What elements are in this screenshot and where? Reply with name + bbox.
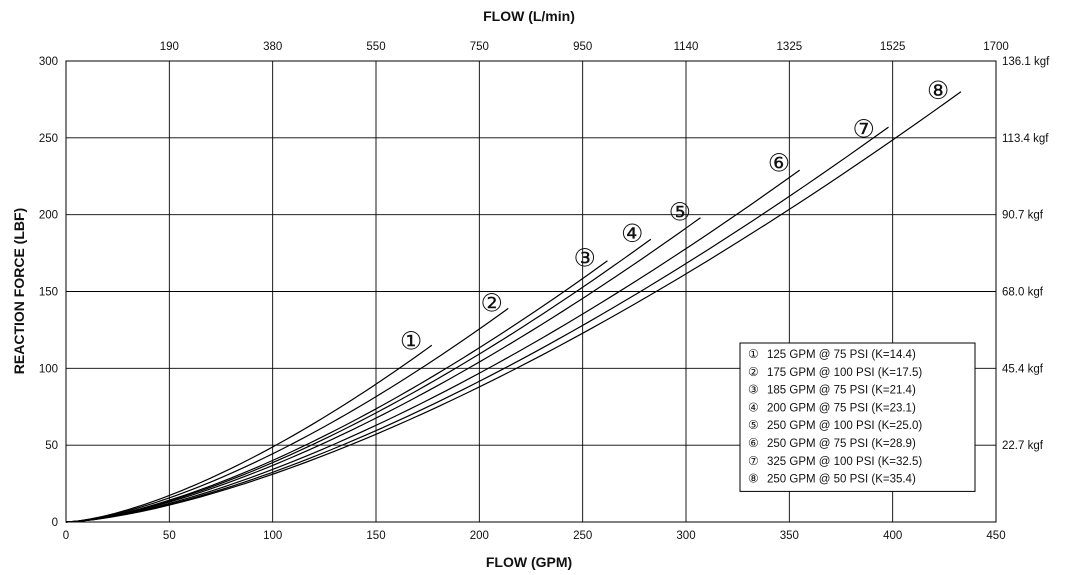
series-line-4 [65,238,652,523]
x-tick-label: 350 [780,530,799,542]
legend: ① 125 GPM @ 75 PSI (K=14.4) ② 175 GPM @ 100… [739,342,976,492]
right-tick-label: 45.4 kgf [1002,363,1044,375]
top-tick-label: 1325 [777,41,803,53]
legend-entry-1: 125 GPM @ 75 PSI (K=14.4) [767,349,916,361]
legend-entry-3: 185 GPM @ 75 PSI (K=21.4) [767,385,916,397]
x-tick-label: 400 [883,530,902,542]
series-line-8 [65,91,962,523]
top-axis-title: FLOW (L/min) [483,8,575,24]
y-tick-label: 100 [39,363,58,375]
series-line-1 [65,344,433,523]
legend-marker-1: ① [748,347,759,361]
series-line-5 [65,217,701,523]
y-tick-label: 250 [39,133,58,145]
right-tick-label: 136.1 kgf [1002,56,1050,68]
series-line-7 [65,126,889,523]
series-marker-7: ⑦ [853,115,875,144]
legend-entry-7: 325 GPM @ 100 PSI (K=32.5) [767,456,922,468]
y-tick-label: 200 [39,210,58,222]
x-tick-label: 0 [63,530,69,542]
top-tick-label: 380 [263,41,282,53]
x-tick-label: 150 [366,530,385,542]
series-marker-3: ③ [574,244,596,273]
legend-entry-4: 200 GPM @ 75 PSI (K=23.1) [767,402,916,414]
top-tick-label: 1140 [674,41,699,53]
y-tick-label: 0 [52,517,58,529]
series-markers: ① ② ③④⑤ ⑥ ⑦ ⑧ [400,76,949,355]
x-axis-title: FLOW (GPM) [486,554,572,570]
series-marker-2: ② [481,288,503,317]
legend-marker-4: ④ [748,400,759,414]
series-line-2 [65,307,509,523]
legend-marker-6: ⑥ [748,436,759,450]
legend-marker-2: ② [748,365,759,379]
tick-labels: 0 50 100 150 200 250 300 350 400 450 0 50 100 150 200 2… [39,41,1050,542]
y-axis-title: REACTION FORCE (LBF) [11,208,27,374]
x-tick-label: 50 [163,530,176,542]
series-line-6 [65,169,801,523]
legend-entry-8: 250 GPM @ 50 PSI (K=35.4) [767,474,916,486]
legend-marker-5: ⑤ [748,418,759,432]
right-tick-label: 22.7 kgf [1002,440,1044,452]
top-tick-label: 190 [160,41,179,53]
series-marker-1: ① [400,327,422,356]
legend-entry-6: 250 GPM @ 75 PSI (K=28.9) [767,438,916,450]
series-lines [65,91,962,523]
x-tick-label: 100 [263,530,282,542]
top-tick-label: 750 [470,41,489,53]
y-tick-label: 150 [39,287,58,299]
y-tick-label: 50 [45,440,58,452]
legend-marker-7: ⑦ [748,454,759,468]
x-tick-label: 450 [986,530,1005,542]
x-tick-label: 300 [676,530,695,542]
right-tick-label: 68.0 kgf [1002,287,1044,299]
series-marker-4: ④ [621,219,643,248]
legend-box [739,342,976,492]
top-tick-label: 1525 [880,41,906,53]
x-tick-label: 200 [470,530,489,542]
top-tick-label: 1700 [983,41,1009,53]
top-tick-label: 950 [573,41,592,53]
right-tick-label: 90.7 kgf [1002,210,1044,222]
series-marker-5: ⑤ [669,198,691,227]
legend-entry-2: 175 GPM @ 100 PSI (K=17.5) [767,367,922,379]
x-tick-label: 250 [573,530,592,542]
series-marker-6: ⑥ [768,148,790,177]
series-marker-8: ⑧ [927,76,949,105]
legend-entry-5: 250 GPM @ 100 PSI (K=25.0) [767,420,922,432]
top-tick-label: 550 [366,41,385,53]
legend-marker-3: ③ [748,383,759,397]
right-tick-label: 113.4 kgf [1002,133,1049,145]
legend-marker-8: ⑧ [748,472,759,486]
y-tick-label: 300 [39,56,58,68]
